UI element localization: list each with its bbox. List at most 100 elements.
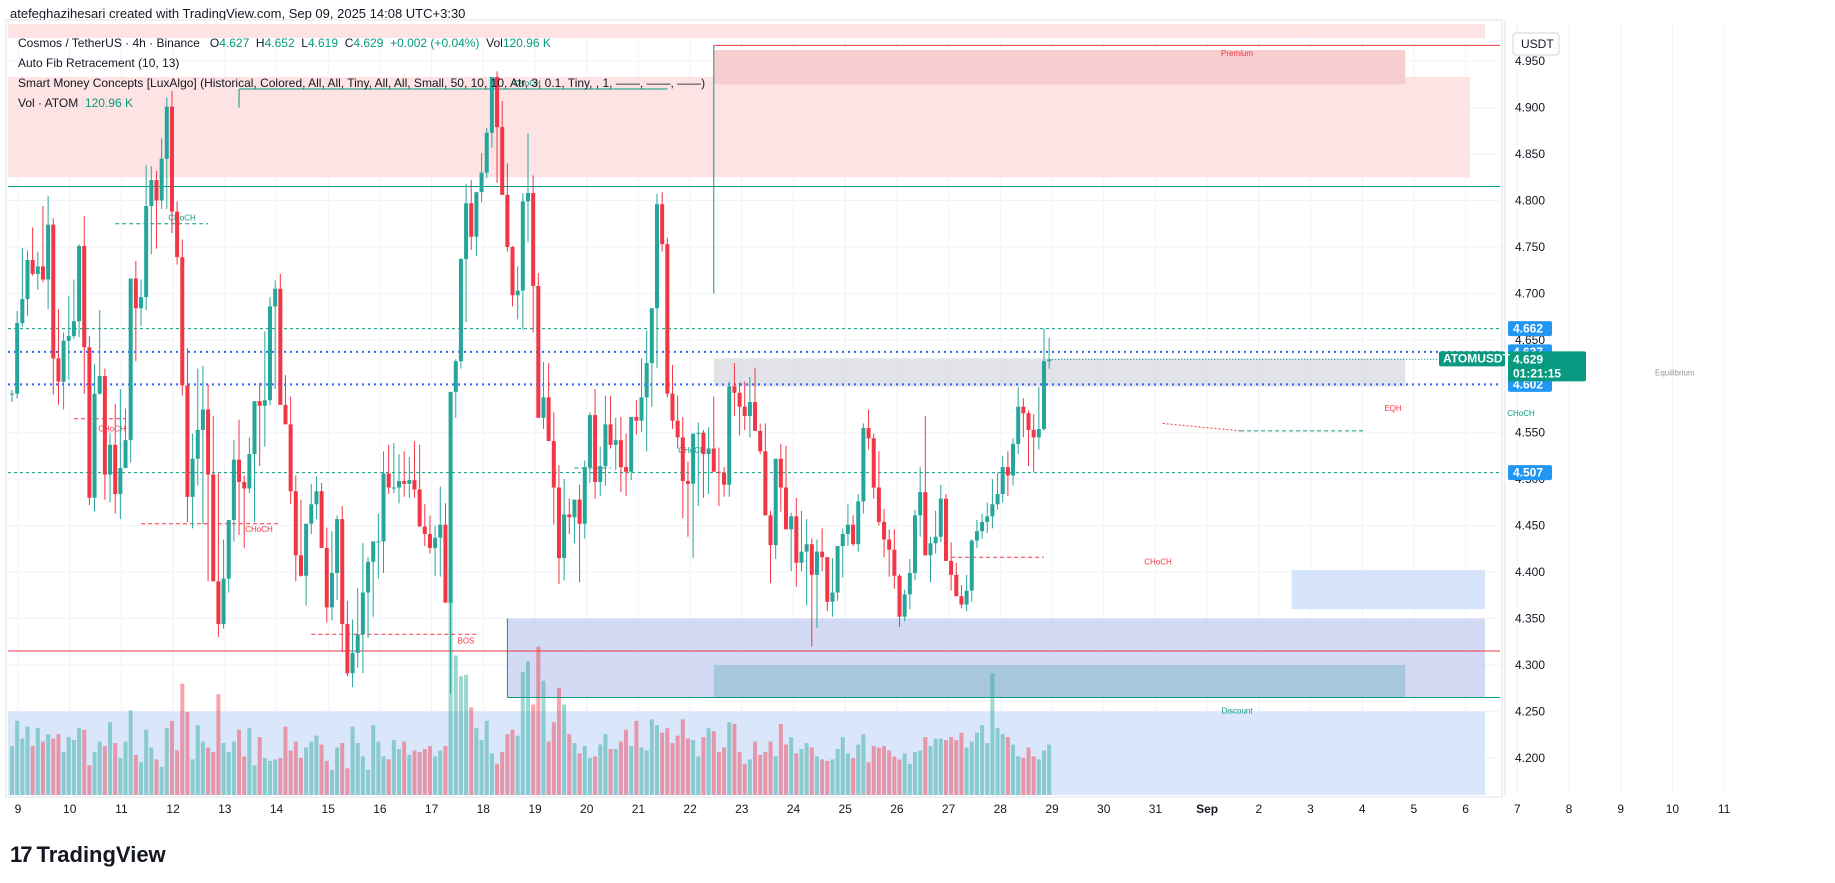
candle-up: [20, 298, 25, 324]
volume-bar: [376, 741, 381, 795]
candle-up: [164, 106, 169, 159]
price-tick-label: 4.350: [1515, 612, 1545, 626]
volume-bar: [551, 722, 556, 795]
volume-bar: [1021, 757, 1026, 795]
candle-down: [175, 211, 180, 258]
volume-bar: [340, 743, 345, 795]
candle-down: [701, 432, 706, 455]
volume-bar: [82, 729, 87, 795]
candle-down: [531, 193, 536, 286]
volume-bar: [56, 734, 61, 795]
premium-zone: [8, 76, 1470, 178]
candle-down: [340, 519, 345, 625]
candle-down: [882, 521, 887, 540]
volume-bar: [422, 749, 427, 795]
bullish-block: [1291, 570, 1485, 610]
legend-indicator-fib[interactable]: Auto Fib Retracement (10, 13): [18, 56, 180, 70]
candle-down: [711, 448, 716, 472]
candle-up: [355, 634, 360, 653]
candle-up: [366, 561, 371, 593]
time-tick-label: 24: [787, 802, 801, 816]
volume-bar: [655, 725, 659, 795]
candle-up: [562, 514, 567, 559]
candle-up: [861, 428, 866, 502]
legend-ohlc-row[interactable]: Cosmos / TetherUS · 4h · Binance O4.627 …: [18, 33, 705, 53]
candle-down: [665, 244, 670, 394]
tradingview-brand[interactable]: 17 TradingView: [10, 842, 166, 868]
candle-up: [928, 543, 933, 556]
candle-down: [180, 257, 185, 386]
bos-label: BOS: [458, 636, 475, 645]
volume-bar: [366, 769, 371, 795]
candle-down: [40, 266, 45, 280]
volume-bar: [242, 756, 247, 795]
volume-bar: [211, 751, 216, 795]
candle-up: [25, 259, 30, 299]
candle-down: [82, 246, 87, 348]
volume-bar: [257, 737, 262, 795]
volume-bar: [902, 753, 907, 795]
currency-button: [1512, 32, 1560, 56]
candle-down: [660, 204, 665, 245]
volume-bar: [871, 746, 876, 795]
volume-bar: [923, 737, 928, 795]
legend-vol-value: 120.96 K: [502, 36, 551, 50]
candle-up: [35, 266, 40, 274]
volume-bar: [237, 729, 242, 795]
volume-bar: [680, 719, 685, 795]
time-tick-label: 27: [942, 802, 956, 816]
candle-up: [918, 492, 923, 516]
candle-down: [283, 404, 288, 425]
legend-symbol[interactable]: Cosmos / TetherUS · 4h · Binance: [18, 36, 200, 50]
volume-bar: [15, 720, 20, 795]
price-tick-label: 4.250: [1515, 704, 1545, 718]
candle-up: [603, 424, 608, 467]
legend-indicator-volume[interactable]: Vol · ATOM 120.96 K: [18, 93, 705, 113]
volume-bar: [959, 732, 964, 795]
time-tick-label: 5: [1411, 802, 1418, 816]
volume-bar: [510, 729, 515, 795]
candle-up: [304, 523, 309, 576]
legend-indicator-smc[interactable]: Smart Money Concepts [LuxAlgo] (Historic…: [18, 76, 706, 90]
candle-down: [577, 499, 582, 524]
candle-down: [1026, 413, 1031, 430]
candle-up: [799, 551, 804, 563]
volume-bar: [118, 757, 123, 795]
volume-bar: [567, 734, 572, 795]
volume-bar: [639, 747, 644, 795]
volume-bar: [737, 751, 742, 795]
volume-bar: [133, 754, 138, 795]
candle-up: [964, 590, 969, 605]
volume-bar: [350, 726, 355, 795]
time-tick-label: 10: [1666, 802, 1680, 816]
volume-bar: [61, 751, 66, 795]
candle-down: [685, 481, 690, 484]
time-tick-label: 14: [270, 802, 284, 816]
time-tick-label: 17: [425, 802, 439, 816]
candle-up: [118, 468, 123, 495]
volume-bar: [882, 746, 887, 795]
volume-bar: [453, 655, 458, 795]
time-tick-label: 2: [1255, 802, 1262, 816]
volume-bar: [345, 768, 350, 795]
eqh-label: EQH: [1384, 404, 1402, 413]
volume-bar: [1011, 744, 1016, 795]
volume-bar: [247, 728, 252, 795]
volume-bar: [964, 747, 969, 795]
candle-up: [252, 401, 257, 455]
volume-bar: [87, 765, 92, 795]
candle-up: [804, 544, 809, 552]
candle-up: [360, 592, 365, 635]
volume-bar: [753, 741, 758, 795]
candle-down: [670, 393, 675, 421]
volume-bar: [711, 731, 716, 795]
candle-up: [149, 180, 154, 207]
volume-bar: [226, 751, 231, 795]
volume-bar: [593, 756, 598, 795]
candle-up: [773, 458, 778, 546]
candle-down: [758, 430, 763, 452]
volume-bar: [691, 740, 696, 795]
volume-bar: [515, 735, 520, 795]
volume-bar: [634, 720, 639, 795]
